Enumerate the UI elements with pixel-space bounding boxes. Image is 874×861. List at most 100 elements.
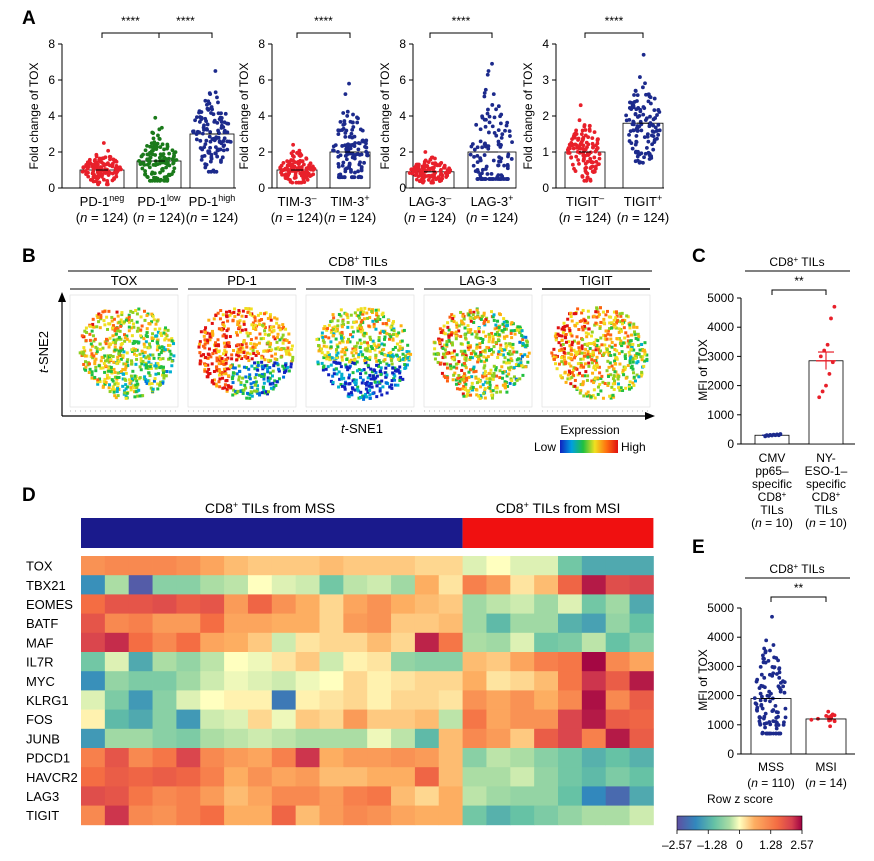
tsne-cell bbox=[210, 329, 214, 333]
tsne-cell bbox=[251, 348, 255, 352]
tsne-cell bbox=[332, 328, 336, 332]
tsne-cell bbox=[639, 355, 643, 359]
tsne-cell bbox=[287, 349, 291, 353]
panel-e-n-label: (n = 14) bbox=[805, 776, 847, 790]
tsne-cell bbox=[617, 330, 621, 334]
tsne-cell bbox=[163, 348, 167, 352]
heatmap-cell bbox=[438, 690, 463, 710]
panel-a-point bbox=[223, 111, 228, 116]
tsne-cell bbox=[267, 390, 271, 394]
panel-a-point bbox=[311, 165, 315, 170]
heatmap-cell bbox=[391, 709, 416, 730]
tsne-cell bbox=[513, 329, 517, 333]
panel-a-point bbox=[478, 157, 483, 162]
tsne-cell bbox=[609, 315, 613, 319]
tsne-cell bbox=[502, 320, 506, 324]
tsne-cell bbox=[317, 343, 321, 347]
tsne-cell bbox=[491, 337, 495, 341]
tsne-cell bbox=[227, 374, 231, 378]
heatmap-cell bbox=[224, 805, 249, 826]
tsne-cell bbox=[160, 348, 164, 352]
heatmap-cell bbox=[438, 748, 463, 768]
tsne-cell bbox=[475, 343, 479, 347]
tsne-cell bbox=[559, 343, 563, 347]
tsne-cell bbox=[495, 374, 499, 378]
tsne-cell bbox=[249, 382, 253, 386]
panel-a-point bbox=[584, 140, 589, 145]
heatmap-cell bbox=[295, 767, 320, 787]
tsne-cell bbox=[378, 389, 382, 393]
heatmap-cell bbox=[128, 632, 153, 653]
heatmap-cell bbox=[247, 728, 273, 749]
heatmap-cell bbox=[581, 613, 607, 634]
tsne-cell bbox=[160, 373, 164, 377]
tsne-cell bbox=[552, 355, 556, 359]
panel-e-point bbox=[759, 702, 764, 707]
heatmap-group-bar-mss bbox=[81, 518, 463, 548]
tsne-cell bbox=[476, 345, 480, 349]
tsne-cell bbox=[228, 313, 232, 317]
tsne-cell bbox=[334, 337, 338, 341]
tsne-cell bbox=[252, 325, 256, 329]
tsne-cell bbox=[510, 352, 514, 356]
panel-a-point bbox=[588, 166, 593, 170]
tsne-cell bbox=[105, 337, 109, 341]
tsne-cell bbox=[451, 351, 455, 355]
panel-c-category-label-line: CD8+ bbox=[758, 490, 787, 504]
panel-a-point bbox=[350, 155, 355, 160]
panel-a-n-label: (n = 124) bbox=[186, 210, 238, 225]
tsne-cell bbox=[249, 338, 253, 342]
panel-a-point bbox=[145, 143, 149, 148]
tsne-cell bbox=[599, 336, 603, 340]
tsne-cell bbox=[636, 332, 640, 336]
tsne-cell bbox=[454, 382, 458, 386]
tsne-cell bbox=[254, 380, 258, 384]
tsne-cell bbox=[276, 346, 280, 350]
heatmap-cell bbox=[81, 709, 106, 730]
tsne-cell bbox=[590, 358, 594, 362]
panel-a-point bbox=[160, 168, 165, 173]
tsne-cell bbox=[366, 357, 370, 361]
tsne-cell bbox=[264, 349, 268, 353]
panel-a-point bbox=[491, 92, 496, 97]
tsne-cell bbox=[262, 381, 266, 385]
tsne-cell bbox=[465, 389, 469, 393]
tsne-cell bbox=[476, 336, 480, 340]
heatmap-cell bbox=[605, 690, 630, 710]
tsne-cell bbox=[115, 310, 119, 314]
tsne-cell bbox=[212, 382, 216, 386]
heatmap-cell bbox=[581, 748, 607, 768]
panel-a-point bbox=[651, 147, 656, 152]
tsne-cell bbox=[586, 309, 590, 313]
tsne-cell bbox=[123, 320, 127, 324]
tsne-cell bbox=[230, 377, 234, 381]
tsne-cell bbox=[143, 350, 147, 354]
tsne-cell bbox=[261, 336, 265, 340]
tsne-cell bbox=[96, 380, 100, 384]
tsne-cell bbox=[581, 308, 585, 312]
tsne-cell bbox=[393, 383, 397, 387]
panel-a-point bbox=[586, 153, 591, 157]
panel-a-point bbox=[167, 156, 171, 161]
heatmap-cell bbox=[462, 594, 487, 614]
tsne-cell bbox=[604, 334, 608, 338]
panel-e-ytick-label: 3000 bbox=[707, 659, 734, 673]
tsne-cell bbox=[583, 351, 587, 355]
tsne-cell bbox=[591, 371, 595, 375]
tsne-cell bbox=[599, 376, 603, 380]
tsne-cell bbox=[445, 343, 449, 347]
heatmap-cell bbox=[104, 805, 130, 826]
tsne-cell bbox=[343, 387, 347, 391]
tsne-cell bbox=[269, 318, 273, 322]
tsne-cell bbox=[452, 355, 456, 359]
tsne-cell bbox=[628, 323, 632, 327]
tsne-cell bbox=[249, 307, 253, 311]
heatmap-cell bbox=[343, 632, 368, 653]
heatmap-cell bbox=[438, 556, 463, 576]
tsne-cell bbox=[457, 329, 461, 333]
tsne-cell bbox=[133, 352, 137, 356]
tsne-cell bbox=[436, 351, 440, 355]
tsne-cell bbox=[130, 377, 134, 381]
panel-a-point bbox=[645, 134, 650, 139]
tsne-cell bbox=[391, 320, 395, 324]
